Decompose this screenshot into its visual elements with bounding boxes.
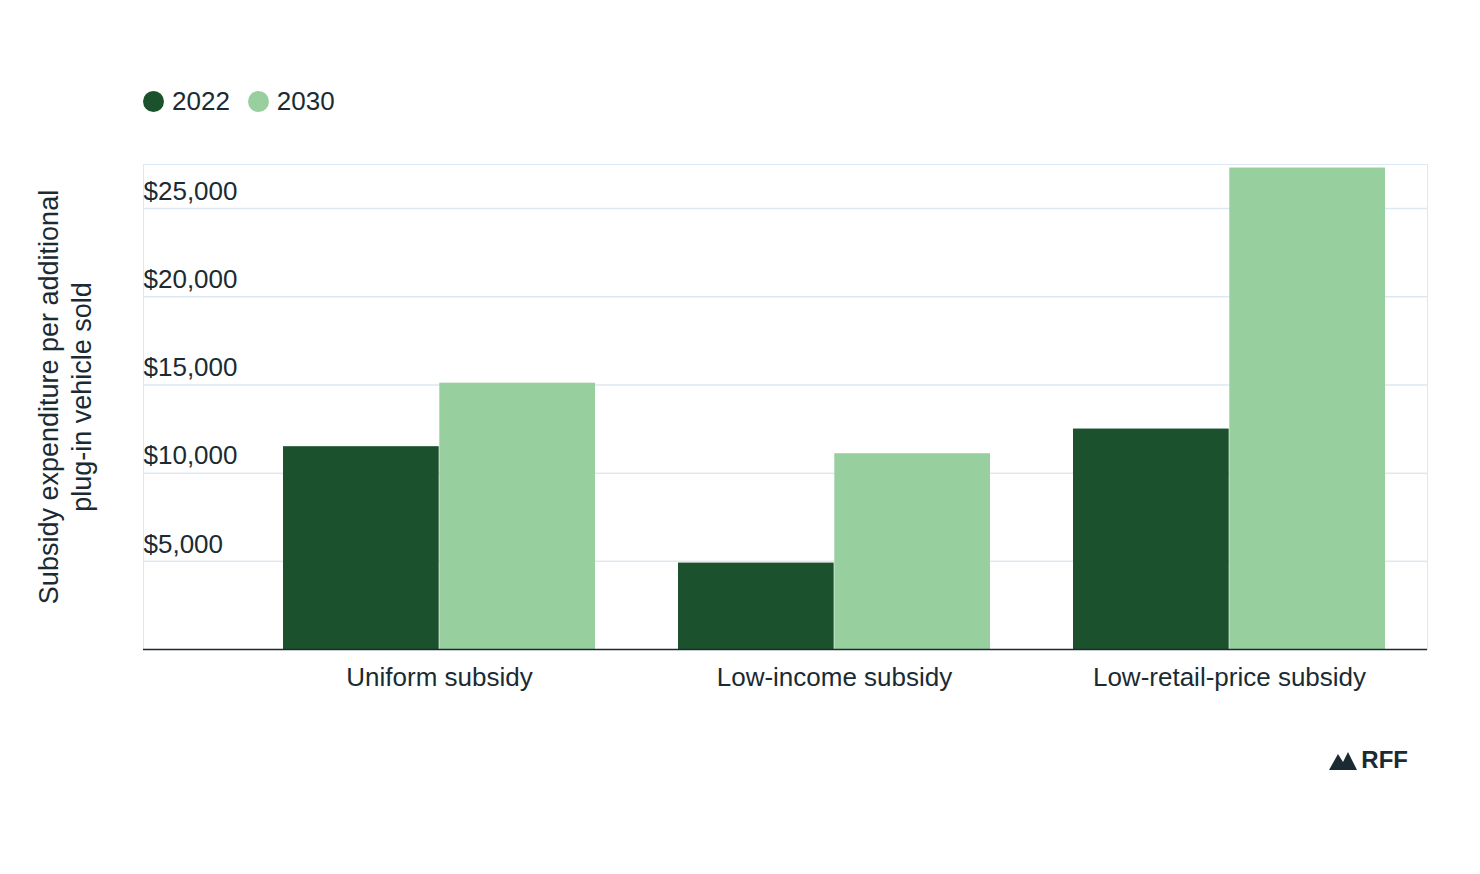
html-text:2022: 2022 — [172, 86, 230, 116]
html-text:Subsidy expenditure per additi: Subsidy expenditure per additional plug-… — [34, 189, 97, 605]
html-text:2030: 2030 — [276, 86, 335, 116]
svg-text:$10,000: $10,000 — [144, 440, 238, 470]
svg-text:Low-income subsidy: Low-income subsidy — [717, 662, 953, 692]
svg-text:$5,000: $5,000 — [144, 529, 224, 559]
svg-text:Uniform subsidy: Uniform subsidy — [346, 662, 532, 692]
svg-text:$20,000: $20,000 — [144, 264, 238, 294]
html-text:RFF: RFF — [1361, 746, 1408, 773]
svg-text:Low-retail-price subsidy: Low-retail-price subsidy — [1093, 662, 1366, 692]
svg-text:$25,000: $25,000 — [144, 176, 238, 206]
svg-text:$15,000: $15,000 — [144, 352, 238, 382]
